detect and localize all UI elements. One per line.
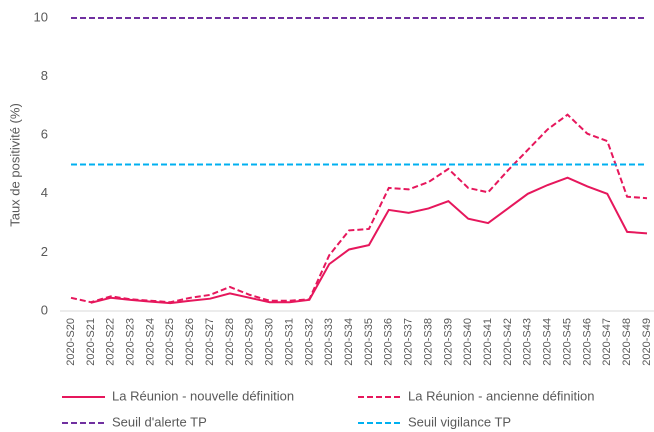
x-tick-label: 2020-S31 [283,318,295,366]
y-tick-label: 0 [41,302,48,317]
x-tick-label: 2020-S38 [422,318,434,366]
y-axis-title: Taux de positivité (%) [7,103,22,227]
x-tick-label: 2020-S26 [184,318,196,366]
x-tick-label: 2020-S41 [482,318,494,366]
x-tick-label: 2020-S48 [621,318,633,366]
legend-label: La Réunion - nouvelle définition [112,388,294,403]
x-tick-label: 2020-S45 [561,318,573,366]
series-line [70,113,648,304]
x-tick-label: 2020-S40 [462,318,474,366]
x-tick-label: 2020-S46 [581,318,593,366]
legend-label: Seuil d'alerte TP [112,414,207,429]
legend-label: Seuil vigilance TP [408,414,511,429]
x-tick-label: 2020-S32 [303,318,315,366]
x-tick-label: 2020-S35 [363,318,375,366]
series-line [90,176,648,305]
x-tick-label: 2020-S27 [204,318,216,366]
y-tick-label: 6 [41,127,48,142]
x-tick-label: 2020-S42 [502,318,514,366]
x-tick-label: 2020-S29 [244,318,256,366]
y-tick-label: 4 [41,185,48,200]
x-tick-label: 2020-S47 [601,318,613,366]
x-tick-label: 2020-S37 [403,318,415,366]
x-tick-label: 2020-S36 [383,318,395,366]
x-tick-label: 2020-S34 [343,318,355,366]
y-tick-label: 8 [41,68,48,83]
x-tick-label: 2020-S23 [124,318,136,366]
y-tick-label: 2 [41,244,48,259]
x-tick-label: 2020-S49 [641,318,653,366]
x-tick-label: 2020-S22 [105,318,117,366]
legend-label: La Réunion - ancienne définition [408,388,594,403]
x-tick-label: 2020-S43 [522,318,534,366]
x-tick-label: 2020-S28 [224,318,236,366]
x-tick-label: 2020-S21 [85,318,97,366]
y-tick-label: 10 [34,9,48,24]
x-tick-label: 2020-S44 [542,318,554,366]
x-tick-label: 2020-S33 [323,318,335,366]
x-tick-label: 2020-S30 [264,318,276,366]
x-tick-label: 2020-S39 [442,318,454,366]
x-tick-label: 2020-S20 [65,318,77,366]
x-tick-label: 2020-S24 [144,318,156,366]
x-tick-label: 2020-S25 [164,318,176,366]
